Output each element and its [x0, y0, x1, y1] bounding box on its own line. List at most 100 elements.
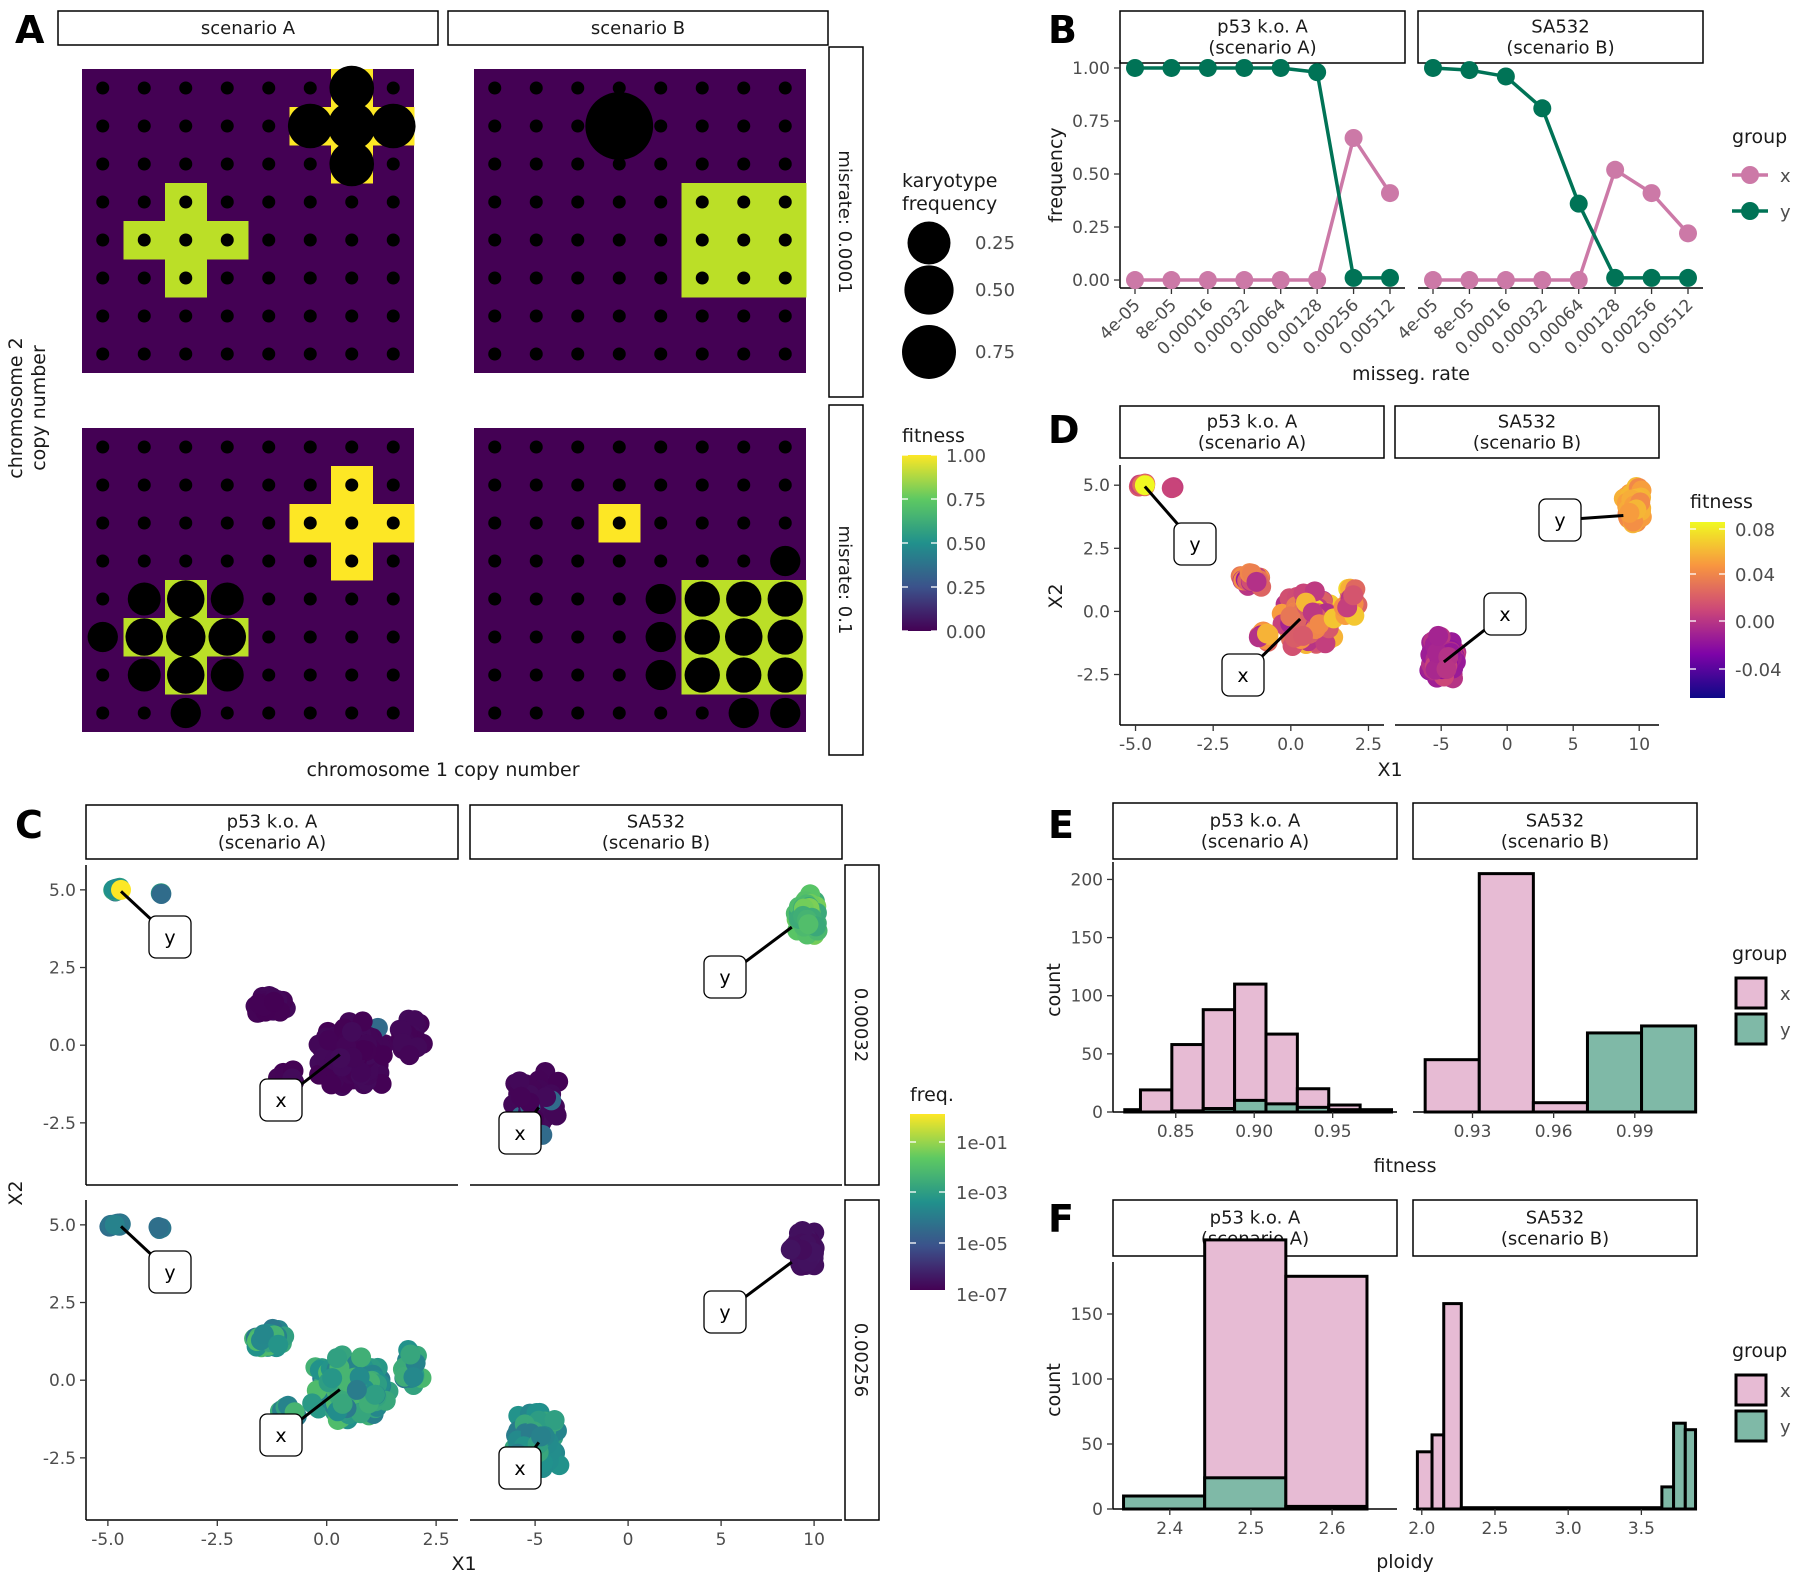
d-legend-title: fitness	[1690, 491, 1753, 513]
f-legend-key-x	[1734, 1373, 1768, 1407]
c-row-facet-00256-text: 0.00256	[850, 1323, 871, 1397]
d-umap-point	[1315, 633, 1336, 654]
e-bar-x	[1531, 1101, 1589, 1114]
a-karyotype-point	[179, 554, 193, 568]
c-callout-x-left-box	[259, 1078, 303, 1122]
c-umap-point	[509, 1071, 530, 1092]
a-karyotype-point	[386, 347, 400, 361]
a-karyotype-point	[179, 81, 193, 95]
b-point-x	[1344, 128, 1363, 147]
a-karyotype-point	[654, 554, 668, 568]
a-karyotype-point	[220, 516, 234, 530]
d-x-tick-label: -2.5	[1197, 735, 1230, 755]
e-y-axis-label: count	[1043, 963, 1065, 1017]
f-legend-key-y	[1734, 1409, 1768, 1443]
a-karyotype-point	[137, 157, 151, 171]
panel-f: p53 k.o. A(scenario A)SA532(scenario B)2…	[1043, 1199, 1791, 1573]
d-y-tick-label: -2.5	[1077, 666, 1110, 686]
a-karyotype-point	[571, 630, 585, 644]
c-umap-point	[330, 1048, 351, 1069]
a-karyotype-point	[386, 233, 400, 247]
c-legend-label: 1e-01	[956, 1133, 1008, 1154]
b-point-x	[1569, 271, 1588, 290]
a-karyotype-point-large	[585, 92, 654, 160]
f-x-tick-label: 2.5	[1481, 1519, 1508, 1539]
a-facet-scenario-a-text: scenario A	[201, 18, 296, 39]
b-y-tick-label: 0.25	[1072, 218, 1110, 238]
f-facet-sa532-text: (scenario B)	[1501, 1229, 1609, 1250]
e-facet-p53-text: p53 k.o. A	[1210, 811, 1301, 832]
c-umap-point	[399, 1045, 420, 1066]
a-karyotype-point	[571, 81, 585, 95]
a-karyotype-point	[488, 630, 502, 644]
c-y-tick-label: -2.5	[43, 1449, 76, 1469]
b-y-axis-label: frequency	[1045, 127, 1067, 222]
c-callout-y-left-box	[148, 915, 192, 959]
d-callout-x-left-box	[1221, 653, 1265, 697]
f-y-tick-label: 50	[1081, 1435, 1103, 1455]
a-karyotype-point	[345, 233, 359, 247]
d-umap-point	[1246, 571, 1267, 592]
a-karyotype-point	[529, 157, 543, 171]
f-y-tick-label: 150	[1071, 1305, 1103, 1325]
c-umap-point	[253, 1324, 274, 1345]
b-point-y	[1569, 194, 1588, 213]
c-callout-x-left-box	[259, 1413, 303, 1457]
c-umap-point	[780, 1239, 801, 1260]
a-karyotype-point	[386, 478, 400, 492]
c-umap-point	[148, 1217, 169, 1238]
a-karyotype-point	[303, 440, 317, 454]
a-karyotype-point	[262, 233, 276, 247]
b-point-y	[1381, 268, 1399, 287]
b-legend-key-point	[1741, 202, 1759, 220]
e-y-tick-label: 100	[1071, 987, 1103, 1007]
a-karyotype-point	[345, 630, 359, 644]
a-karyotype-point	[303, 516, 317, 530]
a-karyotype-point	[737, 516, 751, 530]
b-legend-key-point	[1741, 166, 1759, 184]
a-karyotype-point	[262, 554, 276, 568]
f-y-axis-label: count	[1043, 1363, 1065, 1417]
a-karyotype-point	[96, 119, 110, 133]
a-karyotype-point	[529, 706, 543, 720]
b-facet-sa532-text: SA532	[1531, 17, 1589, 38]
f-facet-p53-text: p53 k.o. A	[1210, 1208, 1301, 1229]
a-karyotype-point	[695, 119, 709, 133]
a-size-legend-key	[904, 265, 954, 315]
a-karyotype-point-large	[725, 618, 763, 656]
a-karyotype-point	[488, 119, 502, 133]
b-facet-sa532-text: (scenario B)	[1506, 38, 1614, 59]
a-karyotype-point	[778, 81, 792, 95]
b-point-y	[1198, 58, 1217, 77]
a-karyotype-point	[778, 516, 792, 530]
d-umap-point	[1428, 625, 1449, 646]
a-karyotype-point	[695, 309, 709, 323]
c-callout-x-right-box	[498, 1111, 542, 1155]
c-umap-point	[268, 1334, 289, 1355]
b-point-y	[1424, 58, 1442, 77]
a-karyotype-point	[262, 195, 276, 209]
e-legend-key-y	[1734, 1012, 1768, 1046]
a-karyotype-point	[345, 592, 359, 606]
a-karyotype-point	[345, 195, 359, 209]
f-x-tick-label: 3.5	[1628, 1519, 1655, 1539]
a-fitness-legend-title: fitness	[902, 425, 965, 447]
a-karyotype-point-large	[167, 656, 205, 694]
b-point-y	[1460, 61, 1479, 80]
a-karyotype-point	[654, 309, 668, 323]
a-karyotype-point	[220, 706, 234, 720]
d-umap-point	[1256, 623, 1277, 644]
b-point-x	[1271, 271, 1290, 290]
b-point-y	[1126, 58, 1144, 77]
f-facet-sa532-text: SA532	[1526, 1208, 1584, 1229]
c-facet-sa532-box	[469, 804, 843, 860]
b-y-tick-label: 0.50	[1072, 165, 1110, 185]
a-karyotype-point	[737, 440, 751, 454]
a-karyotype-point	[345, 271, 359, 285]
e-bar-y	[1585, 1031, 1644, 1114]
a-karyotype-point	[179, 309, 193, 323]
a-karyotype-point	[386, 706, 400, 720]
a-karyotype-point	[137, 516, 151, 530]
c-facet-p53-text: (scenario A)	[218, 833, 326, 854]
